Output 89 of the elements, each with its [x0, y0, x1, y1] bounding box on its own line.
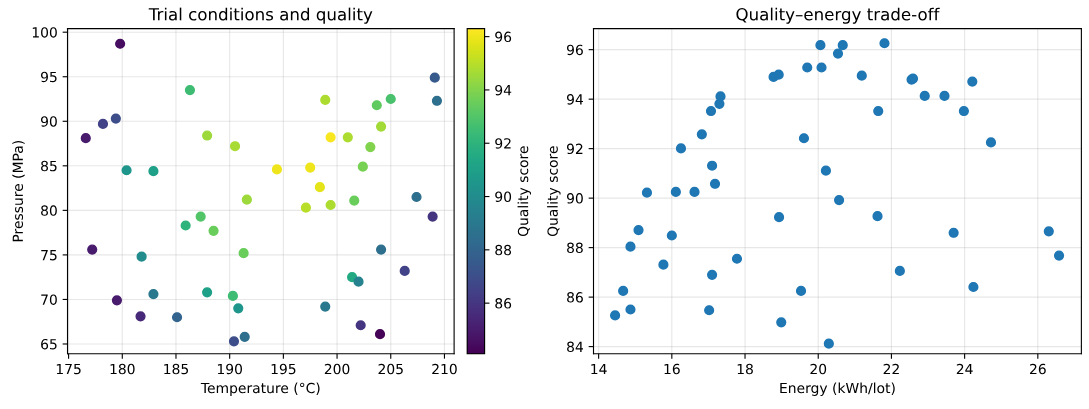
- x-tick-label: 210: [432, 363, 457, 375]
- point: [633, 224, 644, 236]
- point: [837, 40, 848, 51]
- x-tick-label: 22: [883, 363, 899, 375]
- y-tick-label: 70: [41, 294, 57, 305]
- point: [795, 285, 807, 297]
- point: [832, 48, 844, 59]
- x-tick-label: 16: [664, 363, 680, 375]
- x-tick-label: 205: [378, 363, 403, 375]
- point: [967, 76, 978, 87]
- point: [707, 269, 718, 280]
- point: [707, 160, 718, 171]
- point: [696, 129, 707, 140]
- point: [776, 317, 787, 328]
- point: [798, 133, 810, 144]
- point: [872, 211, 883, 222]
- point: [820, 165, 831, 176]
- x-tick-label: 175: [56, 363, 81, 375]
- y-tick-label: 86: [567, 292, 583, 303]
- point: [666, 230, 677, 241]
- color-bar-label: 86: [495, 298, 512, 309]
- x-tick-label: 20: [810, 363, 827, 375]
- point: [802, 62, 813, 73]
- color-bar-label: 88: [495, 244, 512, 256]
- x-axis-title: Temperature (°C): [200, 382, 320, 396]
- color-bar-label: 92: [495, 138, 511, 149]
- color-bar-label: 94: [495, 84, 512, 96]
- point: [675, 143, 687, 154]
- y-tick-label: 90: [566, 193, 583, 204]
- point: [625, 241, 636, 252]
- point: [816, 62, 827, 73]
- point: [879, 38, 890, 49]
- point: [658, 259, 669, 270]
- point: [773, 69, 784, 80]
- x-axis-title: Energy (kWh/lot): [780, 382, 895, 396]
- point: [939, 90, 950, 102]
- point: [873, 105, 884, 117]
- point: [968, 281, 979, 293]
- y-tick-label: 90: [41, 116, 57, 127]
- chart-title: Quality–energy trade-off: [736, 7, 940, 24]
- point: [985, 137, 997, 148]
- x-tick-label: 195: [271, 363, 296, 375]
- point: [948, 227, 959, 238]
- x-tick-label: 185: [164, 363, 189, 375]
- x-tick-label: 180: [110, 363, 135, 375]
- point: [705, 105, 717, 117]
- y-axis-title: Pressure (MPa): [12, 141, 25, 242]
- point: [641, 187, 653, 198]
- y-tick-label: 84: [567, 341, 583, 353]
- point: [919, 90, 930, 102]
- point: [894, 265, 905, 276]
- y-axis-title: Quality score: [547, 146, 561, 237]
- point: [834, 195, 845, 206]
- y-tick-label: 75: [41, 250, 57, 261]
- point: [618, 285, 629, 297]
- y-tick-label: 94: [566, 94, 583, 105]
- y-tick-label: 92: [566, 143, 583, 155]
- chart-title: Trial conditions and quality: [148, 7, 373, 24]
- x-tick-label: 24: [956, 363, 973, 375]
- point: [715, 91, 726, 102]
- point: [731, 253, 743, 264]
- y-tick-label: 80: [41, 205, 57, 216]
- color-bar-label: 90: [495, 191, 512, 203]
- point: [815, 40, 826, 51]
- color-bar-label: 96: [495, 31, 512, 43]
- x-tick-label: 190: [217, 363, 243, 375]
- x-tick-label: 200: [324, 363, 350, 375]
- x-tick-label: 26: [1030, 363, 1046, 375]
- y-tick-label: 95: [41, 71, 57, 83]
- point: [823, 338, 834, 349]
- x-tick-label: 14: [591, 363, 607, 375]
- point: [709, 178, 721, 189]
- point: [625, 304, 636, 315]
- y-tick-label: 85: [41, 160, 57, 172]
- point: [670, 186, 681, 198]
- point: [704, 305, 715, 316]
- point: [856, 70, 867, 81]
- point: [689, 186, 700, 198]
- point: [958, 105, 969, 117]
- y-tick-label: 100: [32, 27, 57, 38]
- x-tick-label: 18: [737, 363, 753, 375]
- point: [610, 310, 621, 321]
- color-bar-title: Quality score: [517, 146, 531, 237]
- point: [773, 212, 785, 223]
- y-tick-label: 65: [41, 338, 57, 350]
- point: [1053, 250, 1065, 261]
- y-tick-label: 96: [566, 44, 583, 56]
- point: [1043, 226, 1054, 237]
- y-tick-label: 88: [567, 242, 583, 254]
